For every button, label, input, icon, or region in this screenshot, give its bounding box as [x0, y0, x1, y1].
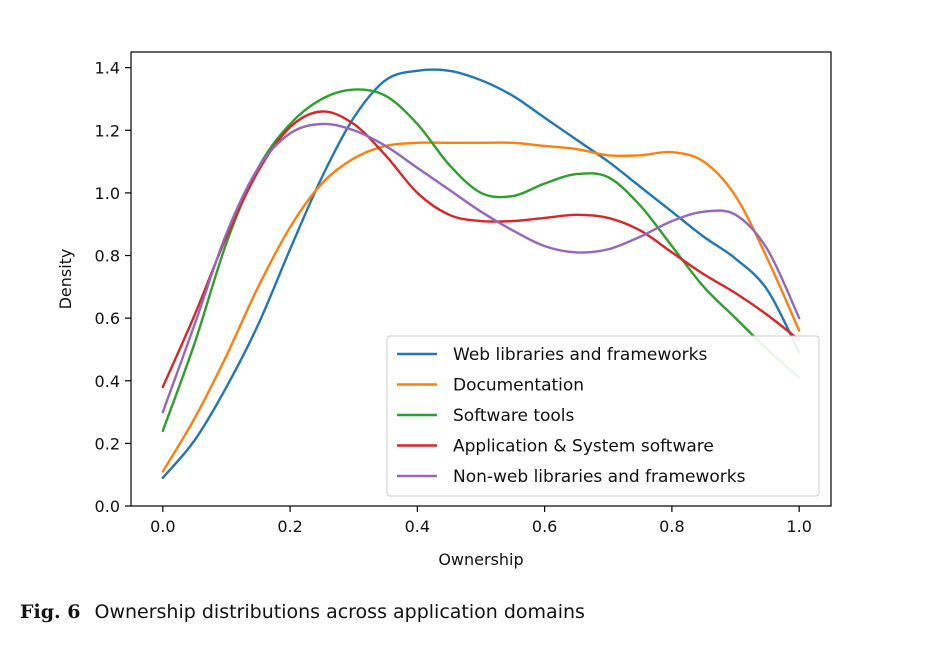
- legend-label-5: Non-web libraries and frameworks: [453, 467, 746, 487]
- y-tick-label: 0.4: [95, 372, 120, 391]
- x-tick-label: 0.0: [150, 517, 175, 536]
- y-tick-label: 1.4: [95, 59, 120, 78]
- legend-box: [386, 335, 820, 497]
- y-axis-label: Density: [56, 249, 75, 310]
- x-tick-label: 0.4: [405, 517, 430, 536]
- y-tick-label: 1.2: [95, 121, 120, 140]
- y-tick-label: 0.8: [95, 247, 120, 266]
- series-line-5: [161, 122, 801, 414]
- series-line-2: [161, 141, 801, 473]
- legend-label-2: Documentation: [453, 376, 584, 396]
- x-axis: 0.0 0.2 0.4 0.6 0.8 1.0: [150, 506, 812, 536]
- x-tick-label: 0.8: [659, 517, 684, 536]
- x-axis-label: Ownership: [438, 550, 523, 569]
- series-lines: [161, 68, 801, 480]
- legend: Web libraries and frameworks Documentatio…: [386, 335, 820, 497]
- y-axis: 0.0 0.2 0.4 0.6 0.8 1.0 1.2 1.4: [95, 59, 131, 516]
- y-tick-label: 0.0: [95, 497, 120, 516]
- y-tick-label: 0.2: [95, 434, 120, 453]
- legend-label-1: Web libraries and frameworks: [453, 345, 707, 365]
- x-tick-label: 0.2: [277, 517, 302, 536]
- series-line-4: [161, 110, 801, 389]
- y-tick-label: 0.6: [95, 309, 120, 328]
- legend-label-4: Application & System software: [453, 437, 714, 457]
- density-chart: 0.0 0.2 0.4 0.6 0.8 1.0 0.0 0.2 0.4 0.6 0.8 1.0 1.2…: [56, 51, 832, 569]
- figure-number: Fig. 6: [20, 601, 81, 623]
- x-tick-label: 0.6: [532, 517, 557, 536]
- series-line-1: [161, 68, 801, 480]
- y-tick-label: 1.0: [95, 184, 120, 203]
- x-tick-label: 1.0: [786, 517, 811, 536]
- figure-caption-text: Ownership distributions across applicati…: [94, 601, 585, 623]
- figure-caption: Fig. 6 Ownership distributions across ap…: [20, 601, 585, 623]
- legend-label-3: Software tools: [453, 406, 575, 426]
- plot-frame: [130, 51, 832, 507]
